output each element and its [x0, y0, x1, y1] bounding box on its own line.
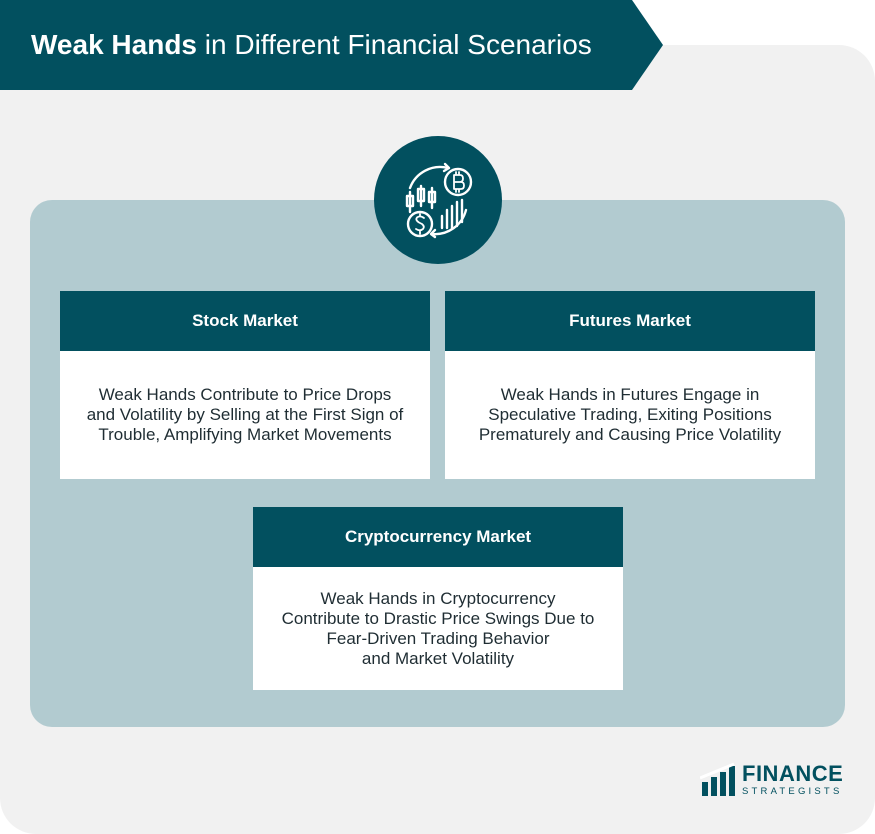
title-banner: Weak Hands in Different Financial Scenar…: [0, 0, 663, 90]
card-body: Weak Hands in Futures Engage in Speculat…: [445, 351, 815, 479]
card-stock-market: Stock Market Weak Hands Contribute to Pr…: [60, 291, 430, 479]
card-body-text: Weak Hands in Futures Engage in Speculat…: [478, 385, 782, 444]
card-futures-market: Futures Market Weak Hands in Futures Eng…: [445, 291, 815, 479]
finance-strategists-logo: FINANCE STRATEGISTS: [700, 762, 843, 798]
card-body-text: Weak Hands in Cryptocurrency Contribute …: [281, 588, 595, 668]
logo-sub-text: STRATEGISTS: [742, 786, 843, 798]
page-title: Weak Hands in Different Financial Scenar…: [31, 29, 592, 61]
card-heading: Stock Market: [60, 291, 430, 351]
finance-chart-currency-icon: [374, 136, 502, 264]
card-heading: Futures Market: [445, 291, 815, 351]
card-cryptocurrency-market: Cryptocurrency Market Weak Hands in Cryp…: [253, 507, 623, 690]
card-body: Weak Hands in Cryptocurrency Contribute …: [253, 567, 623, 690]
card-heading: Cryptocurrency Market: [253, 507, 623, 567]
card-body-text: Weak Hands Contribute to Price Drops and…: [86, 385, 404, 444]
card-body: Weak Hands Contribute to Price Drops and…: [60, 351, 430, 479]
title-rest: in Different Financial Scenarios: [197, 29, 592, 60]
logo-mark-icon: [700, 762, 735, 796]
logo-main-text: FINANCE: [742, 761, 844, 787]
title-bold: Weak Hands: [31, 29, 197, 60]
